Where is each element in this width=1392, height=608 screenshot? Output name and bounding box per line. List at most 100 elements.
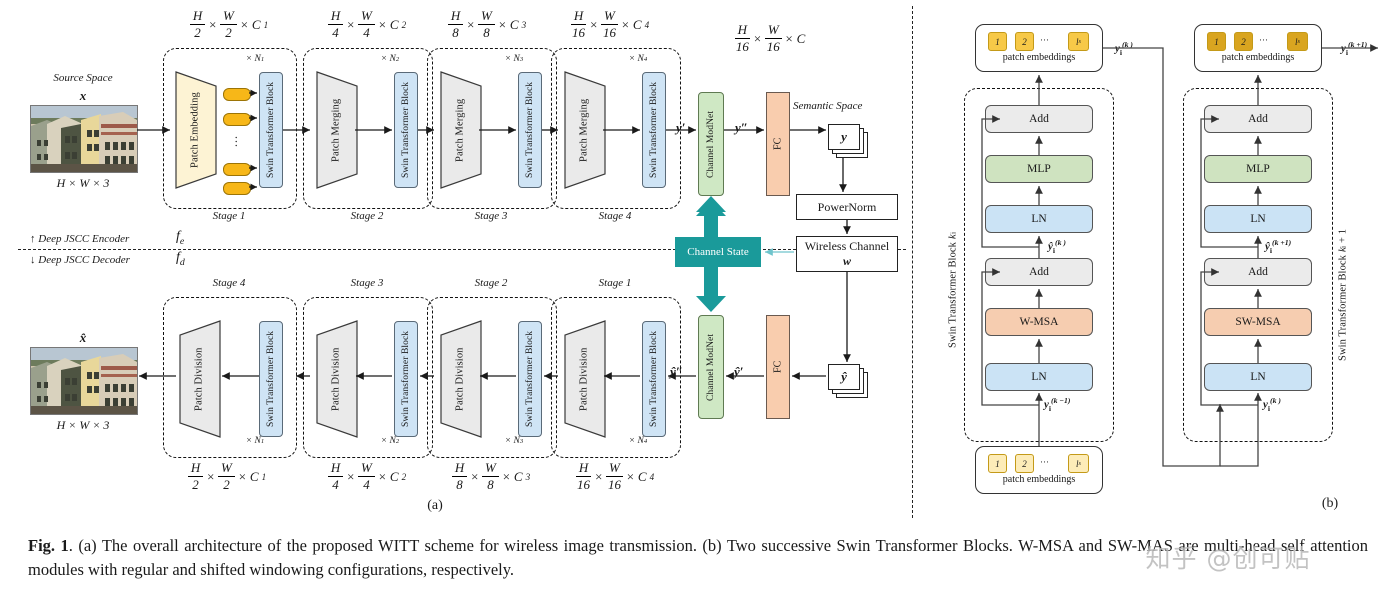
panel-b-left-in-var: yi(k −1) [1044, 396, 1071, 413]
decoder-stage-1-name: Stage 1 [598, 277, 632, 289]
power-norm-box: PowerNorm [796, 194, 898, 220]
encoder-stage-1-name: Stage 1 [212, 210, 246, 222]
encoder-arrow-icon: ↑ [30, 233, 36, 245]
encoder-branch-label: ↑ Deep JSCC Encoder [30, 233, 130, 245]
encoder-y-prime-label: y′ [676, 120, 686, 135]
recon-variable: x̂ [79, 330, 87, 345]
panel-b-left-bottom-pe-caption: patch embeddings [1002, 474, 1076, 485]
decoder-fd-symbol: fd [176, 250, 185, 268]
token-ellipsis-icon: ··· [1040, 35, 1049, 45]
panel-b-left-wmsa: W-MSA [985, 308, 1093, 336]
decoder-branch-label: ↓ Deep JSCC Decoder [30, 254, 130, 266]
panel-b-right-swmsa: SW-MSA [1204, 308, 1312, 336]
encoder-y-dprime-label: y″ [735, 120, 748, 135]
decoder-stage-3-swin-block [394, 321, 418, 437]
latent-dims: H 16 × W 16 × C [734, 22, 806, 54]
panel-b-left-top-pe-caption: patch embeddings [1002, 52, 1076, 63]
source-space-title: Source Space [53, 72, 113, 84]
caption-body: . (a) The overall architecture of the pr… [28, 536, 1368, 579]
panel-b-left-mlp: MLP [985, 155, 1093, 183]
semantic-y-stack: y [828, 124, 870, 158]
decoder-stage-3-name: Stage 3 [350, 277, 384, 289]
token-1: 1 [1207, 32, 1226, 51]
token-2: 2 [1234, 32, 1253, 51]
received-y-label: ŷ [828, 364, 860, 390]
decoder-stage-2-swin-block [518, 321, 542, 437]
decoder-stage-4-swin-block [259, 321, 283, 437]
wireless-channel-box: Wireless Channel w [796, 236, 898, 272]
source-variable: x [79, 88, 87, 103]
caption-figure-number: Fig. 1 [28, 536, 69, 555]
encoder-stage-4-name: Stage 4 [598, 210, 632, 222]
panel-b-left-ln-1: LN [985, 363, 1093, 391]
token-ellipsis-icon: ··· [1040, 457, 1049, 467]
wireless-channel-var: w [842, 254, 851, 268]
panel-b-right-ln-2: LN [1204, 205, 1312, 233]
figure-caption: Fig. 1. (a) The overall architecture of … [28, 534, 1368, 582]
channel-state-box: Channel State [675, 237, 761, 267]
panel-b-left-ln-2: LN [985, 205, 1093, 233]
encoder-stage-3-name: Stage 3 [474, 210, 508, 222]
wireless-channel-label: Wireless Channel [804, 239, 890, 253]
encoder-channel-modnet [698, 92, 724, 196]
encoder-stage-2-name: Stage 2 [350, 210, 384, 222]
panel-divider [912, 6, 913, 518]
token-2: 2 [1015, 32, 1034, 51]
token-1: 1 [988, 32, 1007, 51]
semantic-y-label: y [828, 124, 860, 150]
encoder-stage-1-swin-block [259, 72, 283, 188]
panel-b-right-in-var: yi(k ) [1263, 396, 1281, 413]
decoder-stage-1-swin-block [642, 321, 666, 437]
encoder-stage-2-swin-block [394, 72, 418, 188]
panel-b-label: (b) [1321, 496, 1339, 511]
panel-b-right-out-var: yi(k +1) [1341, 40, 1368, 57]
token-1: 1 [988, 454, 1007, 473]
decoder-fc [766, 315, 790, 419]
panel-b-right-mlp: MLP [1204, 155, 1312, 183]
panel-b-left-out-var: yi(k ) [1115, 40, 1133, 57]
recon-dims: H × W × 3 [56, 418, 110, 432]
encoder-fc [766, 92, 790, 196]
panel-b-left-mid-var: ŷi(k ) [1048, 238, 1066, 255]
encoder-fe-symbol: fe [176, 229, 185, 247]
encoder-stage-3-swin-block [518, 72, 542, 188]
reconstructed-image [30, 347, 138, 415]
panel-a-label: (a) [427, 498, 443, 513]
decoder-stage-2-name: Stage 2 [474, 277, 508, 289]
source-dims: H × W × 3 [56, 176, 110, 190]
decoder-stage-4-name: Stage 4 [212, 277, 246, 289]
token-ellipsis-icon: ··· [1259, 35, 1268, 45]
panel-b-left-add-2: Add [985, 105, 1093, 133]
panel-b-right-add-1: Add [1204, 258, 1312, 286]
semantic-space-label: Semantic Space [793, 100, 863, 112]
encoder-stage-4-swin-block [642, 72, 666, 188]
decoder-y-hat-prime-label: ŷ′ [734, 364, 744, 379]
panel-b-right-top-pe-caption: patch embeddings [1221, 52, 1295, 63]
decoder-arrow-icon: ↓ [30, 254, 36, 266]
token-2: 2 [1015, 454, 1034, 473]
received-y-stack: ŷ [828, 364, 870, 398]
panel-b-right-mid-var: ŷi(k +1) [1265, 238, 1292, 255]
encoder-decoder-divider [18, 249, 906, 250]
